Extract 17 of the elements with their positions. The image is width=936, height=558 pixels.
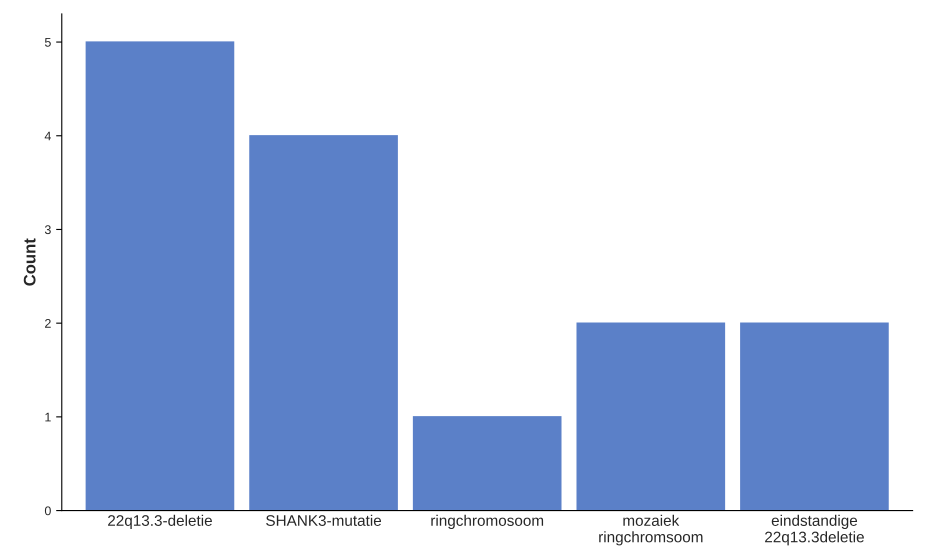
bar <box>576 322 726 511</box>
bar <box>412 416 562 511</box>
y-tick-label: 2 <box>45 318 51 328</box>
bar <box>249 135 398 511</box>
x-tick-label: mozaiek ringchromsoom <box>599 514 702 546</box>
y-axis-title: Count <box>24 238 36 286</box>
bar <box>740 322 889 511</box>
x-tick-label: eindstandige 22q13.3deletie <box>765 514 864 546</box>
x-tick-label: SHANK3-mutatie <box>266 514 382 526</box>
y-tick-label: 4 <box>44 132 51 140</box>
bar <box>86 41 234 511</box>
y-tick-label: 5 <box>44 38 51 47</box>
x-tick-label: ringchromosoom <box>431 514 544 529</box>
x-tick-label: 22q13.3-deletie <box>108 514 212 529</box>
y-tick-label: 0 <box>44 506 51 516</box>
y-tick-label: 1 <box>45 412 51 422</box>
y-tick-label: 3 <box>44 225 51 234</box>
